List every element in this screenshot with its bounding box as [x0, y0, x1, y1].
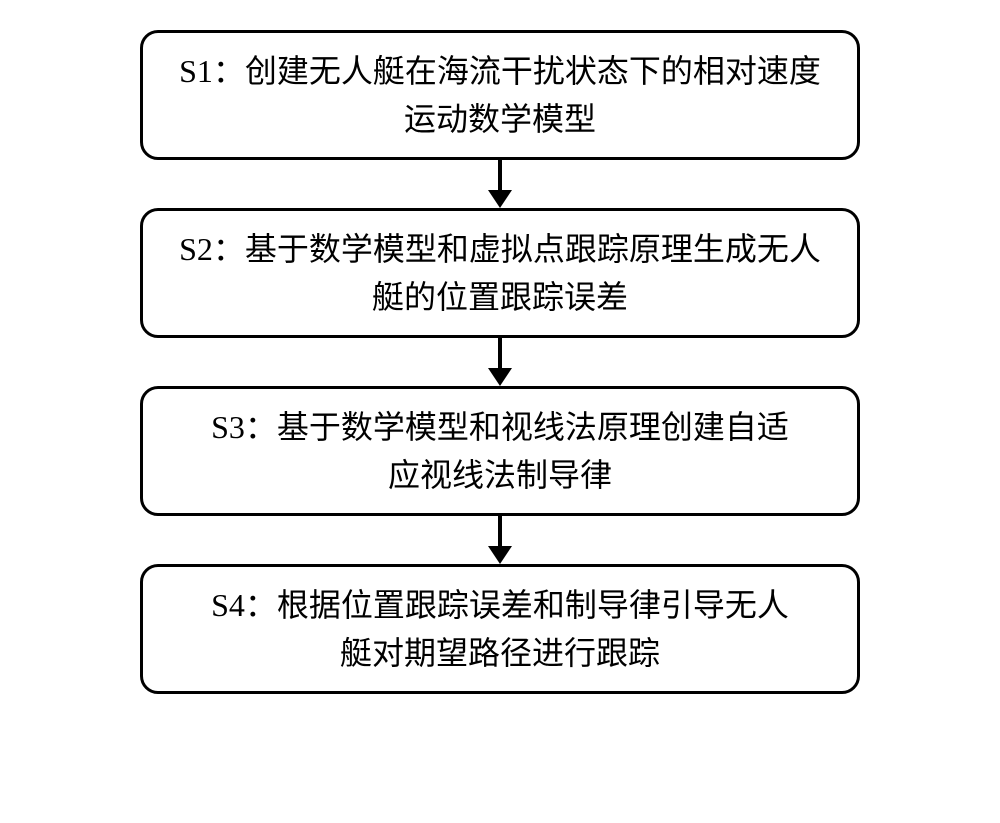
flowchart-container: S1：创建无人艇在海流干扰状态下的相对速度 运动数学模型 S2：基于数学模型和虚…: [140, 30, 860, 694]
flowchart-arrow: [488, 160, 512, 208]
node-text-line: 应视线法制导律: [388, 451, 612, 499]
node-text-line: 艇对期望路径进行跟踪: [340, 629, 660, 677]
arrow-head-icon: [488, 368, 512, 386]
arrow-head-icon: [488, 190, 512, 208]
node-text-line: 艇的位置跟踪误差: [372, 273, 628, 321]
flowchart-arrow: [488, 516, 512, 564]
flowchart-node-s3: S3：基于数学模型和视线法原理创建自适 应视线法制导律: [140, 386, 860, 516]
arrow-line: [498, 338, 502, 368]
flowchart-node-s4: S4：根据位置跟踪误差和制导律引导无人 艇对期望路径进行跟踪: [140, 564, 860, 694]
arrow-line: [498, 160, 502, 190]
arrow-head-icon: [488, 546, 512, 564]
node-text-line: S4：根据位置跟踪误差和制导律引导无人: [211, 581, 789, 629]
flowchart-node-s1: S1：创建无人艇在海流干扰状态下的相对速度 运动数学模型: [140, 30, 860, 160]
node-text-line: S1：创建无人艇在海流干扰状态下的相对速度: [179, 47, 821, 95]
node-text-line: S2：基于数学模型和虚拟点跟踪原理生成无人: [179, 225, 821, 273]
arrow-line: [498, 516, 502, 546]
node-text-line: S3：基于数学模型和视线法原理创建自适: [211, 403, 789, 451]
flowchart-node-s2: S2：基于数学模型和虚拟点跟踪原理生成无人 艇的位置跟踪误差: [140, 208, 860, 338]
flowchart-arrow: [488, 338, 512, 386]
node-text-line: 运动数学模型: [404, 95, 596, 143]
